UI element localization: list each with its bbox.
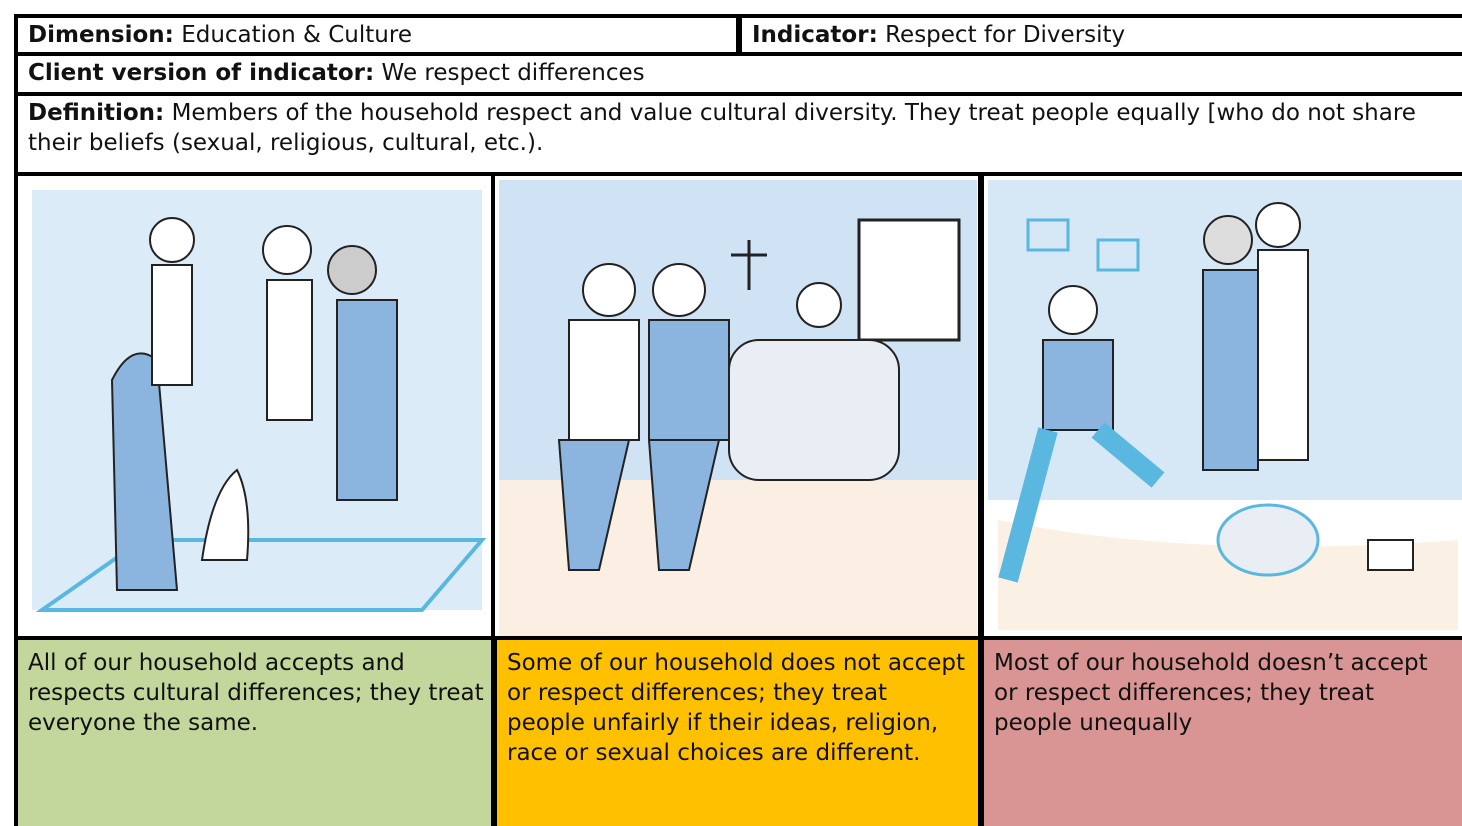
illustration xyxy=(988,180,1462,636)
illustration xyxy=(499,180,977,636)
image-cell xyxy=(978,172,1462,640)
level-cell: All of our household accepts and respect… xyxy=(14,636,495,826)
value: Respect for Diversity xyxy=(885,22,1126,48)
level-cell: Some of our household does not accept or… xyxy=(491,636,982,826)
label: Dimension: xyxy=(28,22,174,48)
label: Indicator: xyxy=(752,22,878,48)
value: Education & Culture xyxy=(181,22,412,48)
level-text: Some of our household does not accept or… xyxy=(507,650,965,766)
dimension-cell: Dimension: Education & Culture xyxy=(14,14,740,54)
label: Definition: xyxy=(28,100,165,126)
value: We respect differences xyxy=(381,60,645,86)
value: Members of the household respect and val… xyxy=(28,100,1416,156)
level-cell: Most of our household doesn’t accept or … xyxy=(978,636,1462,826)
image-cell xyxy=(14,172,495,640)
label: Client version of indicator: xyxy=(28,60,375,86)
level-text: Most of our household doesn’t accept or … xyxy=(994,650,1428,736)
client-version-cell: Client version of indicator: We respect … xyxy=(14,52,1462,94)
illustration xyxy=(22,180,490,636)
image-cell xyxy=(491,172,982,640)
definition-cell: Definition: Members of the household res… xyxy=(14,92,1462,174)
level-text: All of our household accepts and respect… xyxy=(28,650,484,736)
indicator-cell: Indicator: Respect for Diversity xyxy=(736,14,1462,54)
